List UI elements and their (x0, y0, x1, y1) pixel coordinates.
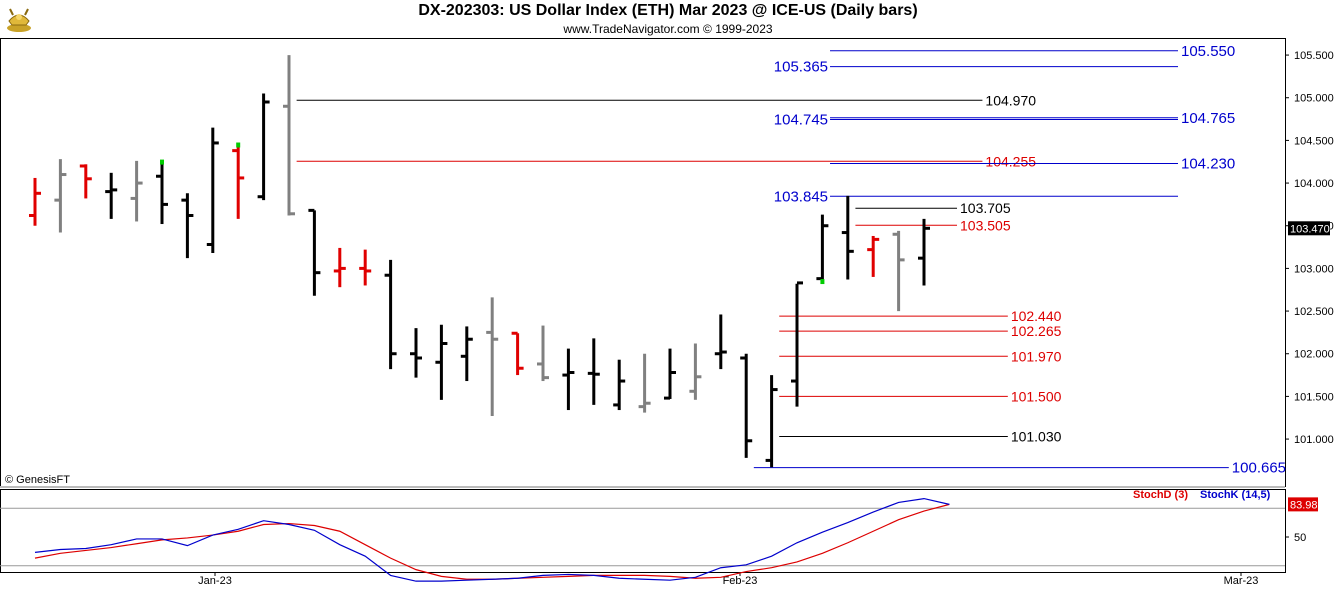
highlight-marker (820, 279, 825, 285)
ohlc-bar (54, 159, 67, 233)
ohlc-bar (638, 353, 651, 413)
ohlc-bar (537, 325, 549, 382)
ohlc-bar (511, 331, 524, 376)
y-tick-label: 102.000 (1294, 349, 1334, 361)
y-tick-label: 105.000 (1294, 93, 1334, 105)
ohlc-bar (816, 214, 829, 283)
ohlc-bar (79, 164, 92, 199)
y-tick-label: 101.500 (1294, 391, 1334, 403)
y-tick-label: 103.000 (1294, 263, 1334, 275)
chart-title: DX-202303: US Dollar Index (ETH) Mar 202… (418, 2, 918, 19)
ohlc-bar (714, 314, 727, 370)
x-tick-label: Feb-23 (723, 575, 758, 587)
gold-bull-logo-icon (4, 3, 34, 33)
y-tick-label: 104.000 (1294, 178, 1334, 190)
level-label: 101.500 (1011, 388, 1062, 404)
ohlc-bar (257, 93, 270, 201)
ohlc-bar (587, 338, 600, 405)
level-label: 105.365 (774, 59, 828, 76)
ohlc-bar (791, 281, 803, 407)
legend-stochk: StochK (14,5) (1200, 489, 1271, 501)
level-label: 101.970 (1011, 348, 1062, 364)
ohlc-bar (29, 177, 41, 226)
level-label: 102.265 (1011, 323, 1062, 339)
ohlc-bar (308, 208, 321, 296)
y-tick-label: 102.500 (1294, 306, 1334, 318)
level-label: 104.765 (1181, 110, 1235, 127)
x-tick-label: Mar-23 (1224, 575, 1259, 587)
level-label: 100.665 (1232, 460, 1286, 477)
level-label: 103.705 (960, 200, 1011, 216)
level-label: 103.845 (774, 188, 828, 205)
stoch-pane-frame (0, 489, 1286, 573)
ohlc-bar (181, 193, 194, 259)
ohlc-bar (486, 297, 499, 417)
stoch-last-label: 83.98 (1290, 499, 1318, 511)
ohlc-bar (130, 160, 143, 222)
highlight-marker (160, 159, 164, 165)
level-label: 104.230 (1181, 155, 1235, 172)
level-label: 104.970 (985, 92, 1036, 108)
ohlc-bar (333, 247, 346, 288)
y-tick-label: 104.500 (1294, 135, 1334, 147)
ohlc-bar (232, 143, 245, 219)
stoch-last-box (1288, 497, 1318, 512)
ohlc-bar (918, 218, 930, 286)
ohlc-bar (384, 259, 397, 370)
ohlc-bar (105, 172, 118, 219)
level-label: 101.030 (1011, 429, 1062, 445)
highlight-marker (236, 142, 241, 148)
ohlc-bar (892, 230, 905, 312)
level-label: 105.550 (1181, 43, 1235, 60)
ohlc-bar (765, 375, 778, 468)
ohlc-bar (283, 55, 295, 216)
y-tick-label: 101.000 (1294, 434, 1334, 446)
ohlc-bar (867, 235, 880, 277)
ohlc-bar (689, 343, 702, 400)
ohlc-bar (156, 164, 168, 225)
ohlc-bar (460, 326, 473, 382)
ohlc-bar (740, 353, 753, 458)
x-tick-label: Jan-23 (198, 575, 232, 587)
level-label: 103.505 (960, 217, 1011, 233)
ohlc-bar (359, 249, 372, 286)
ohlc-bar (841, 195, 854, 280)
credit-text: © GenesisFT (5, 474, 70, 486)
stoch-tick-label: 50 (1294, 532, 1306, 544)
ohlc-bar (435, 324, 448, 400)
chart-subtitle: www.TradeNavigator.com © 1999-2023 (563, 22, 773, 36)
stoch-line (34, 497, 950, 582)
level-label: 102.440 (1011, 308, 1062, 324)
ohlc-bar (613, 359, 626, 411)
ohlc-bar (664, 348, 676, 400)
ohlc-bar (206, 127, 219, 254)
level-label: 104.745 (774, 111, 828, 128)
ohlc-bar (562, 348, 575, 411)
last-price-box (1288, 221, 1330, 236)
level-label: 104.255 (985, 153, 1036, 169)
last-price-label: 103.470 (1290, 223, 1330, 235)
price-pane-frame (0, 38, 1286, 487)
y-tick-label: 105.500 (1294, 50, 1334, 62)
legend-stochd: StochD (3) (1133, 489, 1188, 501)
ohlc-bar (410, 328, 422, 378)
